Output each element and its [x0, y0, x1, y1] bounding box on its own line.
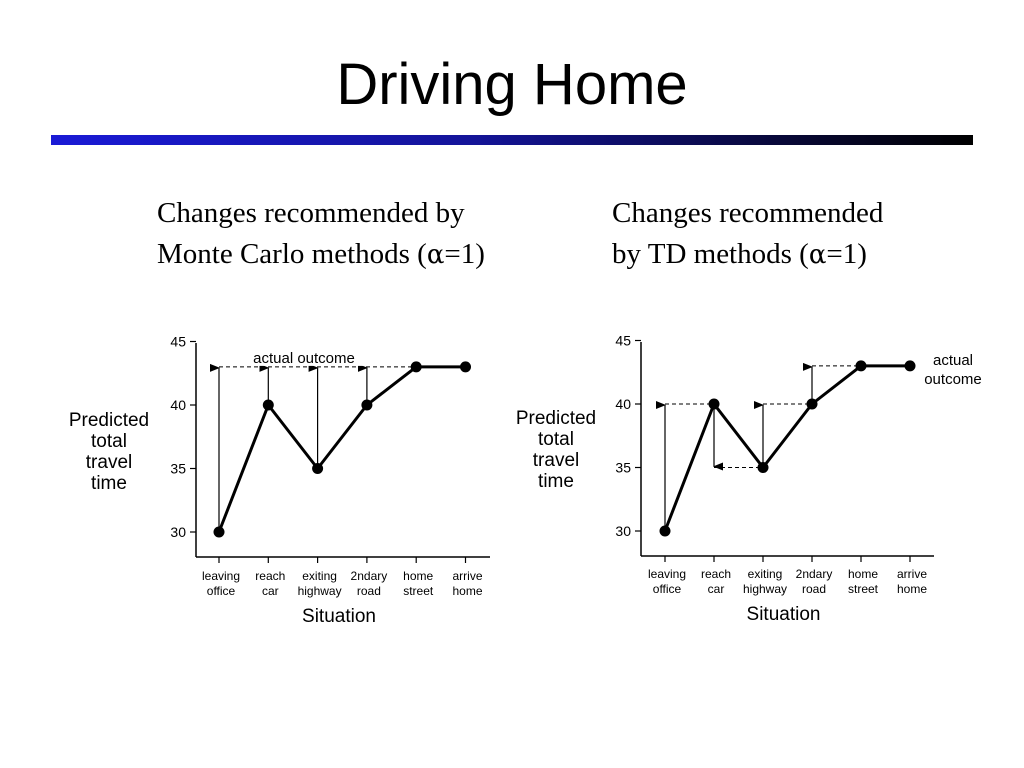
x-tick-label: exiting [748, 567, 783, 581]
y-tick-label: 40 [170, 397, 186, 413]
y-tick-label: 35 [615, 460, 631, 476]
x-tick-label: leaving [202, 569, 240, 583]
prediction-series-line [217, 365, 466, 533]
x-tick-label: 2ndary [796, 567, 833, 581]
actual-outcome-label: outcome [924, 371, 982, 388]
annotation-background [243, 349, 369, 366]
x-tick-label: arrive [452, 569, 482, 583]
y-axis-title-line: total [538, 429, 574, 450]
x-tick-label: street [403, 584, 434, 598]
caption-td: Changes recommended by TD methods (α=1) [612, 193, 883, 276]
data-point [708, 398, 720, 410]
data-point [757, 462, 769, 473]
y-tick-label: 30 [615, 523, 631, 539]
y-tick-label: 45 [170, 334, 186, 350]
x-tick-label: road [802, 582, 826, 596]
x-tick-label: 2ndary [351, 569, 388, 583]
data-point [361, 399, 373, 411]
caption-line: Changes recommended by [157, 197, 465, 229]
prediction-series-line [663, 364, 910, 532]
title-divider-bar [51, 135, 973, 145]
y-tick-label: 30 [170, 524, 186, 540]
caption-text: =1) [444, 238, 485, 270]
y-axis-title-line: total [91, 431, 127, 452]
caption-line: Monte Carlo methods (α=1) [157, 234, 485, 276]
x-tick-label: reach [255, 569, 285, 583]
x-tick-label: leaving [648, 567, 686, 581]
actual-outcome-label: actual outcome [253, 350, 355, 367]
x-tick-label: office [653, 582, 682, 596]
x-tick-label: car [262, 584, 279, 598]
y-axis-title-line: time [538, 471, 574, 492]
x-tick-label: home [452, 584, 482, 598]
x-tick-label: office [207, 584, 236, 598]
x-tick-label: car [708, 582, 725, 596]
x-tick-label: street [848, 582, 879, 596]
x-tick-label: highway [743, 582, 787, 596]
y-axis-title-line: travel [86, 452, 132, 473]
alpha-symbol: α [808, 240, 827, 270]
data-point [806, 398, 818, 410]
x-axis-title: Situation [747, 604, 821, 625]
y-tick-label: 40 [615, 396, 631, 412]
data-point [904, 360, 916, 372]
alpha-symbol: α [426, 240, 445, 270]
caption-text: by TD methods ( [612, 238, 809, 270]
data-point [460, 361, 471, 373]
x-axis-title: Situation [302, 606, 376, 627]
caption-line: by TD methods (α=1) [612, 234, 883, 276]
data-point [312, 463, 324, 474]
x-tick-label: exiting [302, 569, 337, 583]
x-tick-label: road [357, 584, 381, 598]
data-point [855, 360, 867, 372]
actual-outcome-label: actual [933, 352, 973, 369]
caption-line: Changes recommended [612, 197, 884, 229]
data-point [262, 399, 274, 411]
caption-text: =1) [826, 238, 867, 270]
caption-monte-carlo: Changes recommended by Monte Carlo metho… [157, 193, 485, 276]
slide-title: Driving Home [336, 52, 688, 117]
caption-text: Monte Carlo methods ( [157, 238, 427, 270]
x-tick-label: highway [298, 584, 342, 598]
data-point [410, 361, 422, 373]
y-axis-title-line: Predicted [69, 410, 149, 431]
x-tick-label: arrive [897, 567, 927, 581]
x-tick-label: home [897, 582, 927, 596]
y-tick-label: 45 [615, 333, 631, 349]
y-axis-title-line: travel [533, 450, 579, 471]
x-tick-label: home [403, 569, 433, 583]
y-tick-label: 35 [170, 461, 186, 477]
y-axis-title-line: Predicted [516, 408, 596, 429]
data-point [659, 525, 671, 537]
data-point [213, 526, 225, 538]
x-tick-label: reach [701, 567, 731, 581]
y-axis-title-line: time [91, 473, 127, 494]
x-tick-label: home [848, 567, 878, 581]
